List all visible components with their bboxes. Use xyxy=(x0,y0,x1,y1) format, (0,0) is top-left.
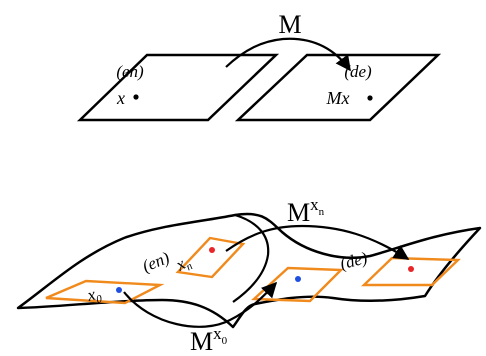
en-plane-label: (en) xyxy=(116,62,144,81)
map-arrow-x0 xyxy=(123,281,278,328)
point-de-blue xyxy=(295,276,301,282)
patch-xn xyxy=(175,236,246,279)
point-x-label: x xyxy=(116,88,125,108)
de-plane-label: (de) xyxy=(344,62,372,81)
patch-de-right xyxy=(361,256,461,287)
top-panel: M (en) (de) x Mx xyxy=(76,10,442,122)
bottom-panel: (en) (de) xn x0 Mxn Mx0 xyxy=(16,195,482,356)
patch-x0 xyxy=(45,279,165,305)
surface-fold xyxy=(232,213,270,303)
point-x0-blue xyxy=(116,287,122,293)
point-x xyxy=(133,94,139,100)
map-label: M xyxy=(278,10,301,39)
map-label-xn: Mxn xyxy=(287,195,325,227)
map-label-x0: Mx0 xyxy=(190,324,228,356)
en-plane xyxy=(76,53,280,122)
map-arrow xyxy=(225,37,351,72)
map-arrow-xn xyxy=(225,224,410,260)
patch-de-left xyxy=(251,266,344,303)
point-xn-red xyxy=(209,247,215,253)
de-plane xyxy=(234,53,442,122)
point-de-red xyxy=(408,266,414,272)
point-mx-label: Mx xyxy=(326,88,350,108)
point-mx xyxy=(367,95,373,101)
